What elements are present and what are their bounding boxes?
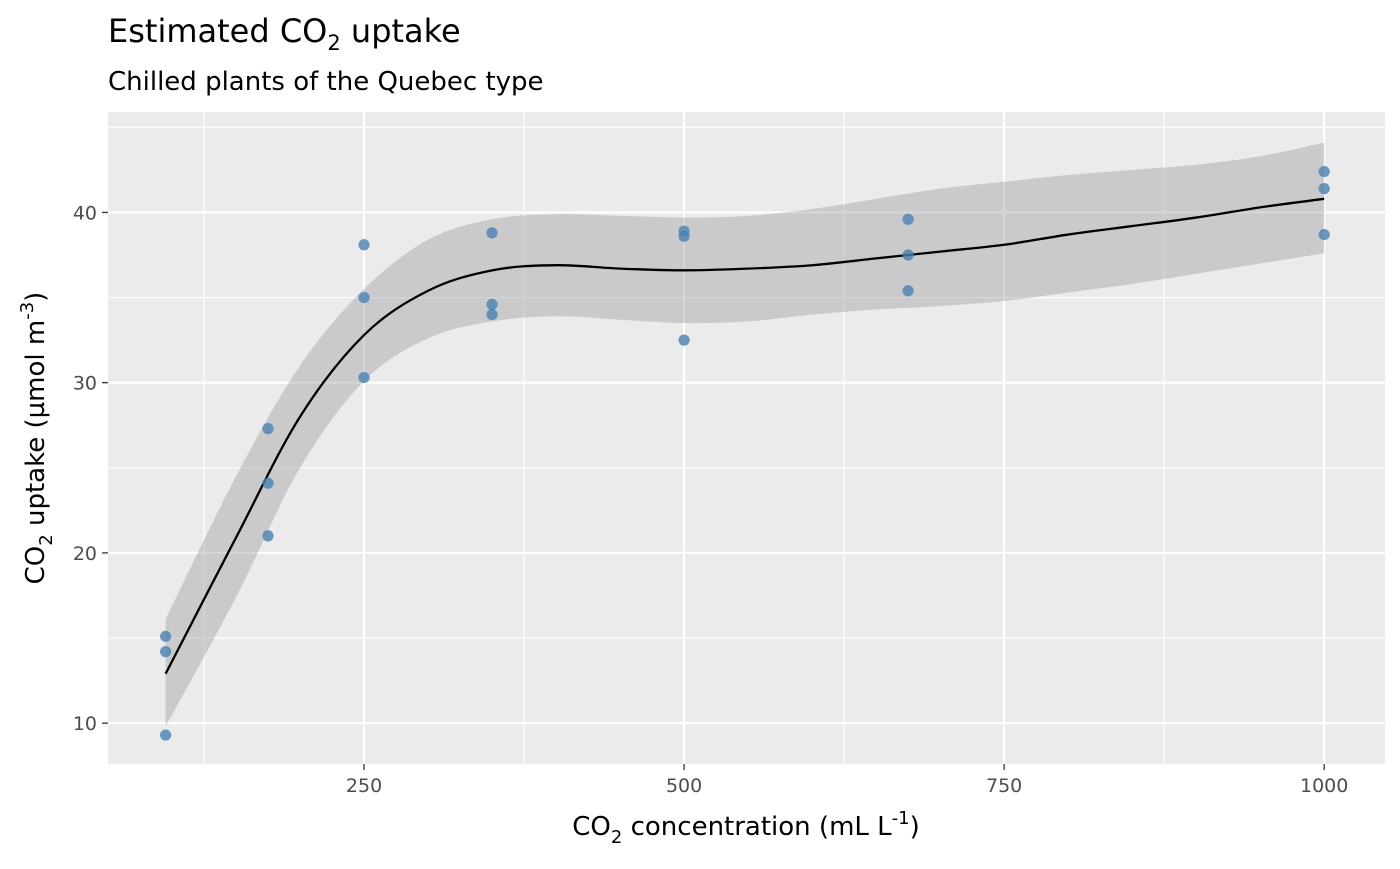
data-point [358,291,370,304]
data-point [160,729,172,741]
chart-title: Estimated CO2 uptake [108,12,461,55]
confidence-band [165,142,1325,727]
data-point [486,308,498,321]
data-point [358,239,370,251]
data-point [160,630,172,642]
y-axis-title: CO2 uptake (µmol m-3) [17,292,57,585]
data-point [902,285,914,297]
data-point [262,477,274,489]
data-point [160,646,172,658]
data-points [160,165,1330,741]
y-tick-label: 10 [73,713,97,735]
grid-lines [108,112,1385,764]
data-point [902,249,914,261]
x-axis-ticks: 250 500 750 1000 [346,764,1348,797]
chart-subtitle: Chilled plants of the Quebec type [108,67,544,97]
smooth-fit-line [164,197,1325,675]
x-tick-label: 250 [346,775,382,797]
y-tick-label: 20 [73,543,97,565]
data-point [1318,228,1330,241]
data-point [1318,165,1330,178]
data-point [1318,183,1330,195]
data-point [902,213,914,225]
x-tick-label: 500 [666,775,702,797]
y-axis-ticks: 10 20 30 40 [73,202,108,735]
data-point [486,298,498,310]
data-point [262,423,274,435]
x-axis-title: CO2 concentration (mL L-1) [572,808,920,848]
x-tick-label: 750 [986,775,1022,797]
y-tick-label: 40 [73,202,97,224]
y-tick-label: 30 [73,373,97,395]
data-point [678,230,690,242]
data-point [262,530,274,542]
data-point [358,371,370,384]
data-point [486,227,498,239]
x-tick-label: 1000 [1300,775,1348,797]
data-point [678,334,690,346]
